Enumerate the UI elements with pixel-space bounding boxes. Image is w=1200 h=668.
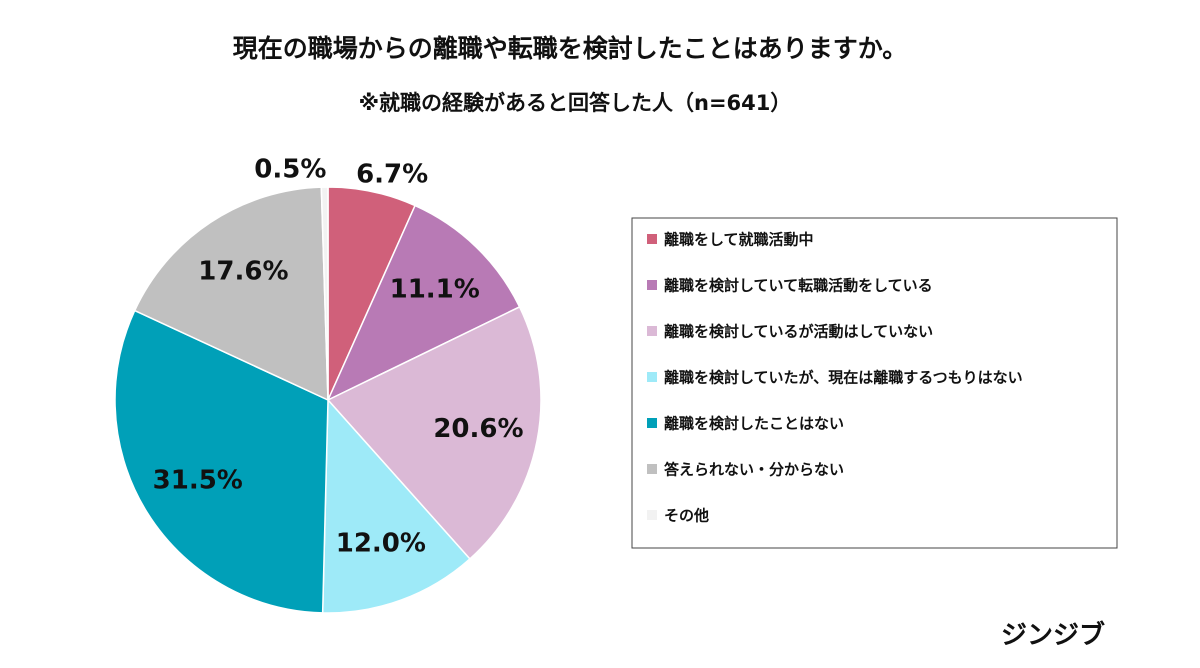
chart-subtitle: ※就職の経験があると回答した人（n=641） (359, 91, 792, 115)
legend-label: 離職を検討していて転職活動をしている (664, 277, 933, 295)
legend-swatch (647, 280, 657, 290)
data-label: 17.6% (198, 257, 288, 287)
data-label: 0.5% (254, 154, 326, 184)
legend-swatch (647, 372, 657, 382)
legend-swatch (647, 510, 657, 520)
legend-swatch (647, 418, 657, 428)
data-label: 20.6% (433, 414, 523, 444)
legend-label: その他 (664, 507, 709, 525)
legend-label: 答えられない・分からない (664, 461, 844, 479)
legend-label: 離職を検討したことはない (664, 415, 844, 433)
data-label: 11.1% (390, 274, 480, 304)
pie-slice (320, 186, 329, 401)
legend-swatch (647, 464, 657, 474)
pie-slice (114, 309, 329, 614)
data-label: 6.7% (356, 160, 428, 190)
legend-label: 離職を検討していたが、現在は離職するつもりはない (664, 369, 1023, 387)
brand-logo: ジンジブ (1001, 620, 1105, 651)
legend-swatch (647, 234, 657, 244)
legend-swatch (647, 326, 657, 336)
pie-slice (321, 398, 471, 614)
data-label: 31.5% (153, 465, 243, 495)
chart-title: 現在の職場からの離職や転職を検討したことはありますか。 (233, 34, 908, 63)
legend-box (631, 217, 1118, 549)
pie-slice (133, 186, 329, 402)
data-label: 12.0% (336, 528, 426, 558)
legend-label: 離職を検討しているが活動はしていない (664, 323, 933, 341)
pie-slice (326, 204, 521, 402)
legend-label: 離職をして就職活動中 (664, 231, 814, 249)
pie-slice (326, 305, 542, 560)
